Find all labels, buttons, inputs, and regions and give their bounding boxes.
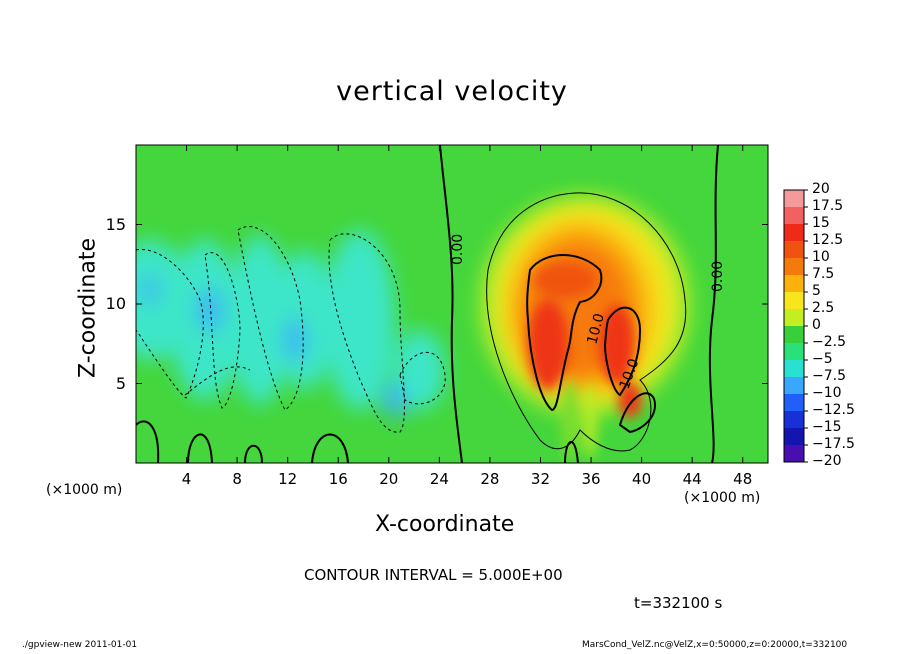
contour-lines-thin (486, 192, 687, 452)
x-tick-label: 8 (232, 470, 242, 488)
x-unit-right: (×1000 m) (684, 490, 761, 506)
y-tick-label: 10 (105, 294, 126, 313)
colorbar-label: 12.5 (812, 232, 844, 248)
colorbar-swatch (784, 258, 804, 276)
x-tick-label: 32 (530, 470, 551, 488)
x-tick-label: 36 (581, 470, 601, 488)
colorbar-swatch (784, 411, 804, 429)
x-tick-label: 4 (181, 470, 192, 488)
footer-right: MarsCond_VelZ.nc@VelZ,x=0:50000,z=0:2000… (582, 640, 848, 650)
chart-title: vertical velocity (336, 76, 568, 107)
colorbar-label: −17.5 (812, 436, 855, 452)
contour-label-zero-left: 0.00 (450, 234, 466, 265)
contour-label-ten-left: 10.0 (584, 312, 608, 346)
colorbar-label: 10 (812, 249, 830, 265)
x-tick-label: 48 (733, 470, 753, 488)
colorbar-label: −15 (812, 419, 842, 435)
axis-ticks (136, 145, 768, 463)
x-tick-label: 12 (278, 470, 298, 488)
colorbar-label: 15 (812, 215, 830, 231)
colorbar-swatch (784, 275, 804, 293)
colorbar-label: 5 (812, 283, 821, 299)
colorbar (783, 189, 808, 463)
colorbar-label: 0 (812, 317, 821, 333)
colorbar-swatch (784, 207, 804, 225)
x-tick-label: 24 (429, 470, 449, 488)
colorbar-label: −20 (812, 453, 842, 469)
downdraft-region (136, 230, 445, 418)
x-axis-label: X-coordinate (375, 512, 515, 537)
colorbar-swatch (784, 428, 804, 446)
x-tick-label: 16 (328, 470, 348, 488)
updraft-region (480, 195, 690, 415)
x-tick-label: 20 (379, 470, 399, 488)
colorbar-label: 17.5 (812, 198, 844, 214)
colorbar-label: 7.5 (812, 266, 835, 282)
y-tick-label: 15 (105, 214, 126, 234)
colorbar-swatch (784, 394, 804, 412)
colorbar-swatch (784, 309, 804, 327)
colorbar-swatch (784, 445, 804, 463)
colorbar-label: −7.5 (812, 368, 846, 384)
time-label: t=332100 s (634, 594, 723, 612)
x-tick-label: 44 (682, 470, 702, 488)
colorbar-swatch (784, 360, 804, 378)
x-tick-label: 40 (632, 470, 652, 488)
negative-contours (136, 226, 446, 433)
colorbar-swatch (784, 343, 804, 361)
colorbar-label: −2.5 (812, 334, 846, 350)
colorbar-swatch (784, 377, 804, 395)
y-tick-label: 5 (115, 373, 126, 393)
footer-left: ./gpview-new 2011-01-01 (22, 640, 138, 650)
contour-interval-label: CONTOUR INTERVAL = 5.000E+00 (304, 566, 563, 584)
x-unit-left: (×1000 m) (46, 482, 123, 498)
colorbar-swatch (784, 190, 804, 208)
colorbar-label: −5 (812, 351, 833, 367)
contour-label-zero-right: 0.00 (710, 261, 726, 292)
colorbar-swatch (784, 292, 804, 310)
colorbar-label: −12.5 (812, 402, 855, 418)
colorbar-label: −10 (812, 385, 842, 401)
x-tick-label: 28 (480, 470, 500, 488)
colorbar-label: 20 (812, 181, 830, 197)
colorbar-label: 2.5 (812, 300, 835, 316)
colorbar-swatch (784, 326, 804, 344)
contour-lines (136, 145, 719, 463)
colorbar-swatch (784, 241, 804, 259)
colorbar-swatch (784, 224, 804, 242)
